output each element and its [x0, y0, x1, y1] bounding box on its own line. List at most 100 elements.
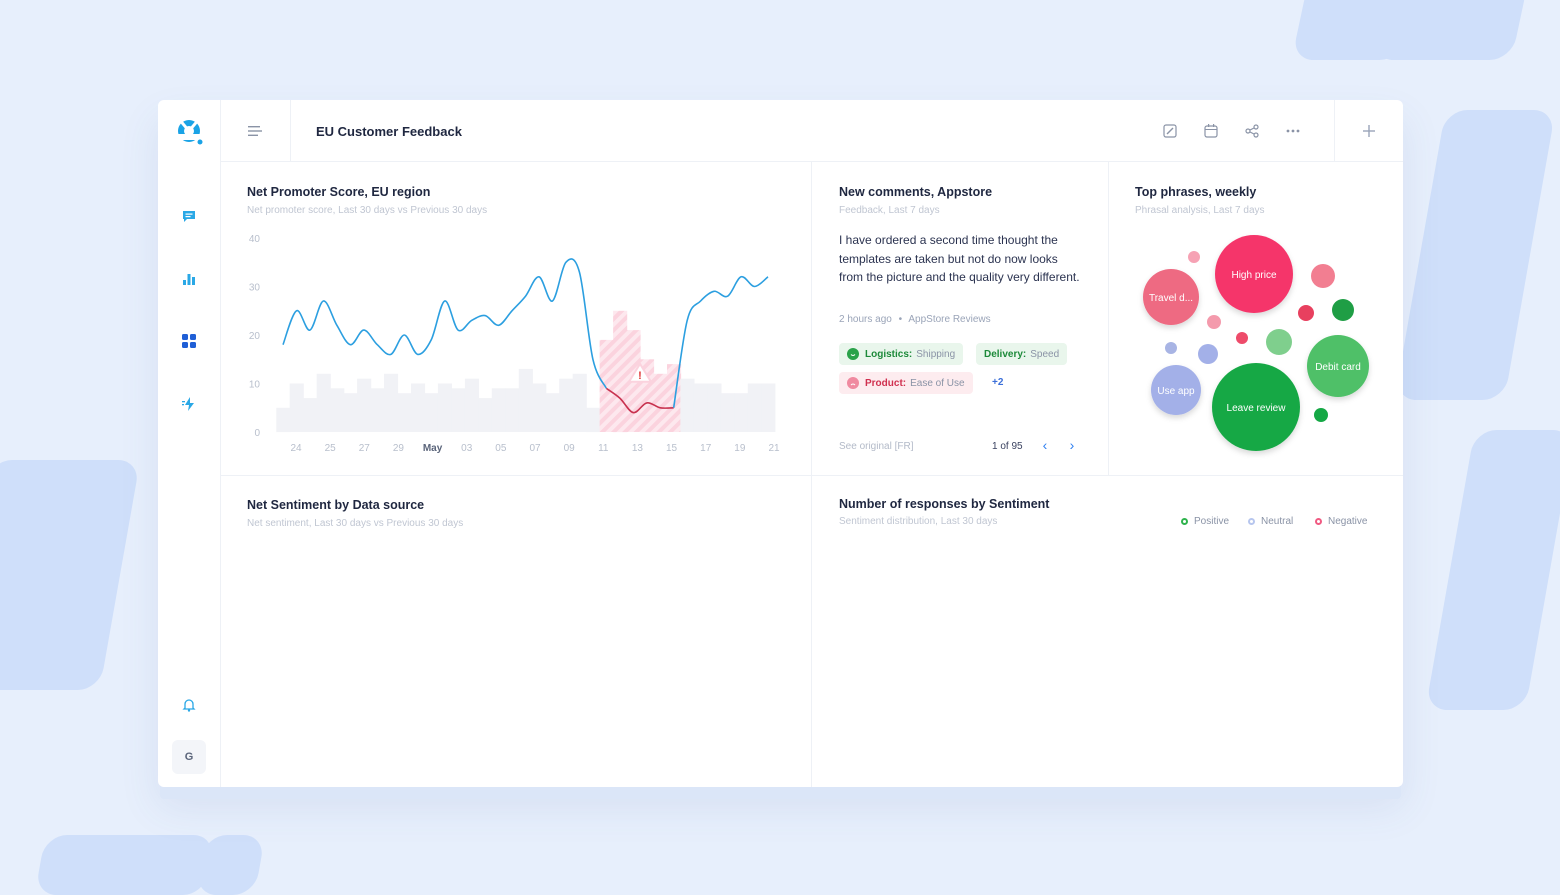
- background-shape: [0, 460, 141, 690]
- legend-marker: [1248, 518, 1255, 525]
- tag-delivery[interactable]: Delivery: Speed: [976, 343, 1068, 365]
- more-tags-button[interactable]: +2: [992, 377, 1004, 388]
- panel-title: Net Sentiment by Data source: [247, 498, 425, 512]
- background-bar: [707, 383, 722, 432]
- bubble-leave-review[interactable]: [1212, 363, 1300, 451]
- panel-title: Net Promoter Score, EU region: [247, 185, 431, 199]
- panel-divider: [1108, 161, 1109, 475]
- background-bar: [424, 393, 439, 432]
- bubble-label: Debit card: [1315, 362, 1361, 373]
- nav-analytics[interactable]: [178, 268, 200, 290]
- pager-label: 1 of 95: [992, 441, 1023, 452]
- more-button[interactable]: [1283, 121, 1303, 141]
- background-bar: [330, 388, 345, 432]
- bubble: [1314, 408, 1328, 422]
- x-tick-label: 25: [325, 443, 337, 454]
- nps-series-line: [672, 275, 769, 408]
- nav-dashboard[interactable]: [178, 330, 200, 352]
- bubble: [1311, 264, 1335, 288]
- comment-text: I have ordered a second time thought the…: [839, 233, 1080, 284]
- meta-separator: •: [898, 314, 903, 325]
- background-bar: [303, 398, 318, 432]
- background-bar: [357, 378, 372, 432]
- nav-automation[interactable]: [178, 393, 200, 415]
- warning-icon-mark: !: [638, 370, 642, 382]
- bubble: [1266, 329, 1292, 355]
- bubble-travel[interactable]: [1143, 269, 1199, 325]
- bubble-debit-card[interactable]: [1307, 335, 1369, 397]
- nav-comments[interactable]: [178, 205, 200, 227]
- panel-divider: [220, 475, 1403, 476]
- x-tick-label: 03: [461, 443, 473, 454]
- background-bar: [384, 373, 399, 432]
- panel-title: New comments, Appstore: [839, 185, 993, 199]
- bubble: [1236, 332, 1248, 344]
- see-original-link[interactable]: See original [FR]: [839, 441, 914, 452]
- background-bar: [478, 398, 493, 432]
- bubble-label: Leave review: [1227, 403, 1287, 414]
- bubble: [1188, 251, 1200, 263]
- tag-key: Product:: [865, 377, 907, 389]
- responses-panel: Number of responses by Sentiment Sentime…: [812, 475, 1403, 787]
- tag-product[interactable]: Product: Ease of Use: [839, 372, 973, 394]
- background-bar: [343, 393, 358, 432]
- background-bar: [491, 388, 506, 432]
- background-shape: [1425, 430, 1560, 710]
- panel-title: Number of responses by Sentiment: [839, 497, 1050, 511]
- prev-comment-button[interactable]: ‹: [1042, 437, 1048, 453]
- x-tick-label: 09: [564, 443, 576, 454]
- nav-notifications[interactable]: [178, 694, 200, 716]
- edit-icon: [1163, 124, 1177, 138]
- bubble-use-app[interactable]: [1151, 365, 1201, 415]
- tag-value: Ease of Use: [910, 377, 965, 389]
- background-bar: [532, 383, 547, 432]
- background-bar: [464, 378, 479, 432]
- share-button[interactable]: [1242, 121, 1262, 141]
- grid-icon: [182, 334, 196, 348]
- legend-marker: [1181, 518, 1188, 525]
- bubble-label: Travel d...: [1149, 293, 1193, 304]
- y-tick-label: 10: [249, 380, 261, 391]
- background-bar: [397, 393, 412, 432]
- background-bar: [720, 393, 735, 432]
- background-bar: [693, 383, 708, 432]
- panel-subtitle: Feedback, Last 7 days: [839, 205, 940, 216]
- panel-divider: [811, 161, 812, 787]
- background-bar: [505, 388, 520, 432]
- tag-key: Logistics:: [865, 348, 913, 360]
- logo-icon[interactable]: [174, 116, 204, 146]
- next-comment-button[interactable]: ›: [1069, 437, 1075, 453]
- menu-button[interactable]: [220, 100, 291, 161]
- legend-positive[interactable]: Positive: [1181, 516, 1229, 527]
- calendar-button[interactable]: [1201, 121, 1221, 141]
- x-tick-label: 05: [495, 443, 507, 454]
- background-bar: [761, 383, 776, 432]
- nps-line-chart[interactable]: 0 10 20 30 40! 24 25 27 29 May 03 05 07 09 11 13 15 17 19 2…: [220, 161, 811, 475]
- background-bar: [518, 368, 533, 432]
- nps-panel: Net Promoter Score, EU region Net promot…: [220, 161, 811, 475]
- y-tick-label: 0: [254, 428, 260, 439]
- bell-icon: [182, 699, 196, 712]
- bubble-high-price[interactable]: [1215, 235, 1293, 313]
- add-widget-button[interactable]: [1334, 100, 1403, 161]
- phrase-bubble-chart[interactable]: High price Travel d... Debit card Use ap…: [1108, 161, 1403, 475]
- panel-title: Top phrases, weekly: [1135, 185, 1257, 199]
- legend-label: Negative: [1328, 516, 1368, 527]
- background-bar: [370, 388, 385, 432]
- comments-panel: New comments, Appstore Feedback, Last 7 …: [812, 161, 1108, 475]
- edit-button[interactable]: [1160, 121, 1180, 141]
- legend-neutral[interactable]: Neutral: [1248, 516, 1293, 527]
- comment-meta: 2 hours ago • AppStore Reviews: [839, 314, 991, 325]
- frown-icon: [847, 377, 859, 389]
- sentiment-bar-chart[interactable]: 0102030403532AppStore Reviews3125Zendesk…: [220, 475, 811, 787]
- sidebar: G: [158, 100, 221, 787]
- legend-negative[interactable]: Negative: [1315, 516, 1367, 527]
- background-bar: [545, 393, 560, 432]
- tag-key: Delivery:: [984, 348, 1027, 360]
- background-bar: [613, 310, 628, 433]
- user-avatar[interactable]: G: [172, 740, 206, 774]
- legend-label: Positive: [1194, 516, 1230, 527]
- x-tick-label: 19: [734, 443, 746, 454]
- tag-logistics[interactable]: Logistics: Shipping: [839, 343, 964, 365]
- panel-subtitle: Net promoter score, Last 30 days vs Prev…: [247, 205, 488, 216]
